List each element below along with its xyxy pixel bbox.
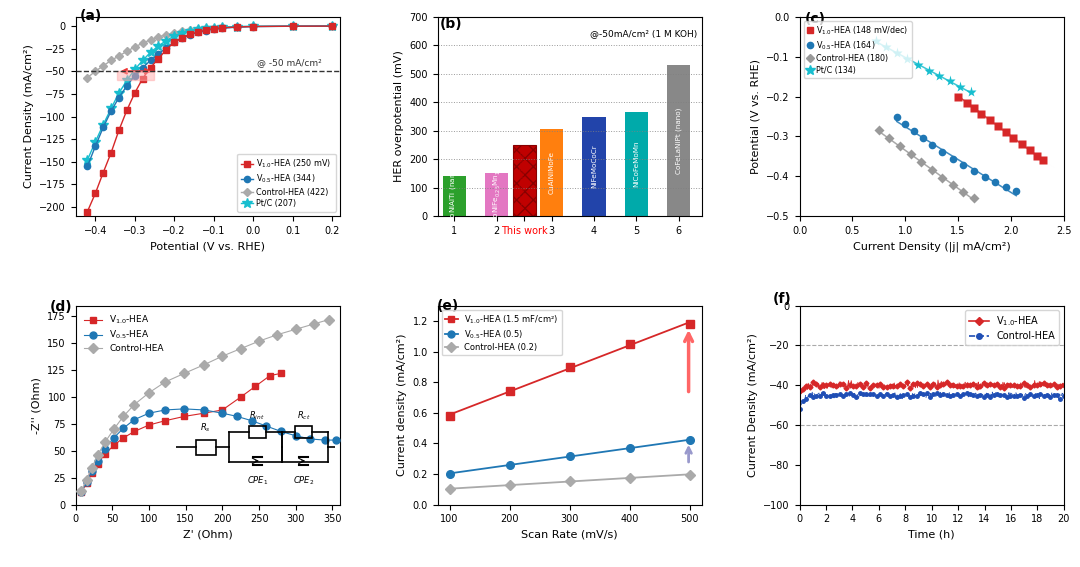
Bar — [582, 117, 606, 216]
Y-axis label: -Z'' (Ohm): -Z'' (Ohm) — [31, 376, 42, 434]
Legend: V$_{1.0}$-HEA, V$_{0.5}$-HEA, Control-HEA: V$_{1.0}$-HEA, V$_{0.5}$-HEA, Control-HE… — [80, 310, 167, 357]
Y-axis label: Current density (mA/cm²): Current density (mA/cm²) — [397, 334, 407, 476]
Text: @-50mA/cm² (1 M KOH): @-50mA/cm² (1 M KOH) — [591, 29, 698, 38]
Text: NiCoFeMoMn: NiCoFeMoMn — [633, 141, 639, 188]
Text: CuCoNiFe$_{0.25}$Mn$_{1.75}$$^b$: CuCoNiFe$_{0.25}$Mn$_{1.75}$$^b$ — [490, 158, 503, 231]
Text: CoFeLaNiPt (nano): CoFeLaNiPt (nano) — [675, 108, 681, 174]
Text: @ -50 mA/cm²: @ -50 mA/cm² — [257, 58, 322, 67]
Legend: V$_{1.0}$-HEA (250 mV), V$_{0.5}$-HEA (344), Control-HEA (422), Pt/C (207): V$_{1.0}$-HEA (250 mV), V$_{0.5}$-HEA (3… — [238, 154, 336, 212]
Text: (a): (a) — [80, 9, 102, 23]
Bar — [667, 65, 690, 216]
Text: NiFeMoCoCr: NiFeMoCoCr — [591, 145, 597, 188]
Y-axis label: Current Density (mA/cm²): Current Density (mA/cm²) — [24, 45, 33, 188]
Text: CuAlNiMoFe: CuAlNiMoFe — [549, 151, 555, 194]
X-axis label: Time (h): Time (h) — [908, 530, 955, 540]
Bar — [624, 112, 648, 216]
Bar — [513, 145, 536, 216]
X-axis label: Scan Rate (mV/s): Scan Rate (mV/s) — [522, 530, 618, 540]
Text: (d): (d) — [50, 300, 72, 314]
Y-axis label: Potential (V vs. RHE): Potential (V vs. RHE) — [751, 59, 760, 174]
Text: V$_{1.0}$CuCoNiFeMn: V$_{1.0}$CuCoNiFeMn — [519, 150, 529, 211]
X-axis label: Current Density (|j| mA/cm²): Current Density (|j| mA/cm²) — [853, 242, 1011, 252]
Text: (e): (e) — [436, 299, 459, 313]
X-axis label: Potential (V vs. RHE): Potential (V vs. RHE) — [150, 242, 266, 251]
Y-axis label: HER overpotential (mV): HER overpotential (mV) — [394, 50, 404, 183]
Text: FeCoNiAlTi (nano)$^a$: FeCoNiAlTi (nano)$^a$ — [449, 161, 460, 231]
X-axis label: Z' (Ohm): Z' (Ohm) — [183, 530, 232, 540]
Polygon shape — [118, 71, 154, 81]
Bar — [540, 129, 564, 216]
Text: (f): (f) — [773, 291, 792, 306]
Y-axis label: Current Density (mA/cm²): Current Density (mA/cm²) — [747, 333, 758, 477]
Legend: V$_{1.0}$-HEA (1.5 mF/cm²), V$_{0.5}$-HEA (0.5), Control-HEA (0.2): V$_{1.0}$-HEA (1.5 mF/cm²), V$_{0.5}$-HE… — [442, 310, 562, 356]
Bar — [443, 176, 467, 216]
Legend: V$_{1.0}$-HEA (148 mV/dec), V$_{0.5}$-HEA (164), Control-HEA (180), Pt/C (134): V$_{1.0}$-HEA (148 mV/dec), V$_{0.5}$-HE… — [804, 21, 913, 78]
Text: (c): (c) — [805, 12, 826, 26]
Legend: V$_{1.0}$-HEA, Control-HEA: V$_{1.0}$-HEA, Control-HEA — [966, 311, 1058, 345]
Bar — [485, 174, 509, 216]
Text: (b): (b) — [440, 18, 462, 31]
